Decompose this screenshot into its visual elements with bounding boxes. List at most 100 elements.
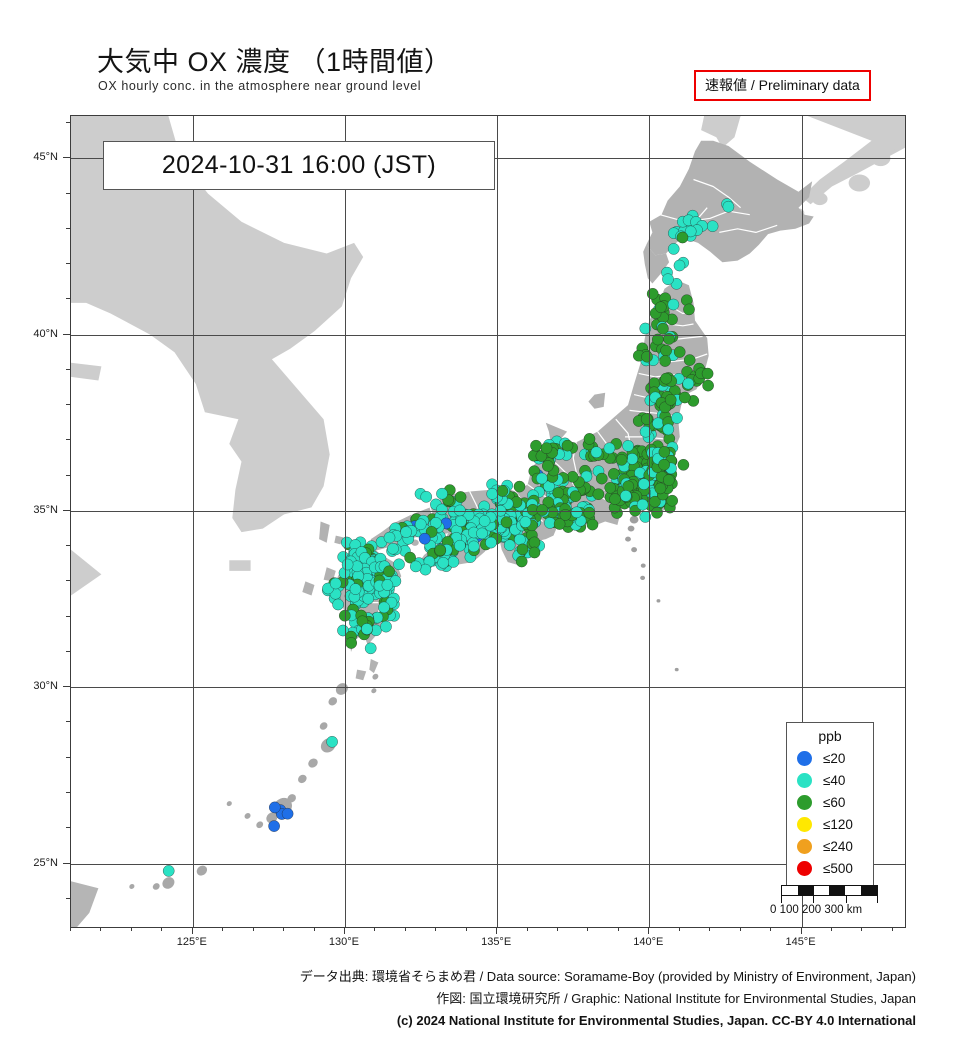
station-marker[interactable] (281, 807, 294, 820)
station-marker[interactable] (332, 598, 344, 611)
station-marker[interactable] (455, 515, 467, 527)
station-marker[interactable] (553, 518, 566, 530)
station-marker[interactable] (361, 623, 373, 635)
station-marker[interactable] (447, 556, 460, 568)
station-marker[interactable] (345, 637, 357, 649)
station-marker[interactable] (414, 518, 427, 531)
station-marker[interactable] (679, 391, 691, 404)
station-marker[interactable] (673, 259, 686, 272)
station-marker[interactable] (566, 471, 579, 483)
station-marker[interactable] (659, 355, 671, 367)
station-marker[interactable] (530, 439, 542, 452)
station-marker[interactable] (657, 322, 669, 335)
station-marker[interactable] (702, 379, 714, 392)
station-marker[interactable] (383, 565, 395, 578)
station-marker[interactable] (528, 546, 541, 559)
station-marker[interactable] (684, 225, 697, 238)
station-marker[interactable] (329, 577, 342, 590)
station-marker[interactable] (658, 458, 670, 471)
station-marker[interactable] (671, 412, 683, 424)
station-marker[interactable] (667, 298, 680, 311)
station-marker[interactable] (540, 442, 553, 454)
station-marker[interactable] (663, 474, 675, 486)
station-marker[interactable] (454, 539, 466, 552)
station-marker[interactable] (436, 487, 448, 500)
station-marker[interactable] (609, 493, 621, 505)
station-marker[interactable] (542, 496, 555, 509)
station-marker[interactable] (652, 417, 664, 430)
station-marker[interactable] (620, 490, 632, 502)
station-marker[interactable] (639, 425, 652, 438)
station-marker[interactable] (454, 491, 467, 503)
station-marker[interactable] (364, 642, 377, 655)
station-marker[interactable] (420, 491, 432, 503)
station-marker[interactable] (592, 488, 605, 500)
station-marker[interactable] (662, 423, 675, 436)
station-marker[interactable] (486, 488, 498, 500)
station-marker[interactable] (387, 542, 399, 555)
station-marker[interactable] (559, 509, 572, 521)
station-marker[interactable] (528, 536, 541, 549)
station-marker[interactable] (638, 478, 650, 490)
station-marker[interactable] (162, 865, 175, 877)
station-marker[interactable] (478, 515, 491, 527)
station-marker[interactable] (418, 532, 431, 545)
station-marker[interactable] (268, 820, 280, 832)
station-marker[interactable] (496, 485, 509, 497)
station-marker[interactable] (434, 544, 447, 557)
station-marker[interactable] (519, 516, 532, 528)
station-marker[interactable] (378, 601, 390, 614)
station-marker[interactable] (586, 518, 599, 531)
station-marker[interactable] (654, 482, 667, 495)
station-marker[interactable] (683, 354, 696, 366)
station-marker[interactable] (485, 536, 497, 549)
station-marker[interactable] (542, 460, 554, 472)
station-marker[interactable] (583, 433, 596, 445)
station-marker[interactable] (651, 507, 663, 519)
station-marker[interactable] (626, 453, 638, 465)
station-marker[interactable] (667, 243, 680, 255)
station-marker[interactable] (341, 558, 354, 571)
station-marker[interactable] (544, 517, 556, 529)
station-marker[interactable] (514, 533, 526, 546)
station-marker[interactable] (552, 487, 564, 499)
station-marker[interactable] (636, 498, 649, 511)
station-marker[interactable] (640, 413, 653, 425)
map-plot-area[interactable] (70, 115, 906, 928)
station-marker[interactable] (404, 551, 416, 564)
station-marker[interactable] (326, 736, 338, 748)
station-marker[interactable] (722, 200, 735, 213)
station-marker[interactable] (583, 506, 596, 519)
station-marker[interactable] (513, 480, 526, 493)
station-marker[interactable] (641, 350, 653, 363)
station-marker[interactable] (604, 482, 616, 494)
station-marker[interactable] (436, 503, 448, 516)
station-marker[interactable] (516, 543, 529, 556)
station-marker[interactable] (410, 560, 422, 573)
station-marker[interactable] (603, 442, 616, 455)
station-marker[interactable] (652, 333, 664, 346)
station-marker[interactable] (536, 472, 548, 485)
station-marker[interactable] (664, 394, 677, 406)
station-marker[interactable] (381, 579, 394, 591)
station-marker[interactable] (570, 506, 583, 519)
station-marker[interactable] (655, 301, 667, 313)
station-marker[interactable] (677, 459, 690, 471)
station-marker[interactable] (569, 490, 582, 502)
station-marker[interactable] (666, 494, 678, 507)
station-marker[interactable] (362, 592, 374, 605)
station-marker[interactable] (269, 801, 281, 814)
station-marker[interactable] (608, 468, 620, 480)
station-marker[interactable] (706, 220, 719, 232)
station-marker[interactable] (660, 372, 672, 385)
station-marker[interactable] (536, 504, 548, 516)
station-marker[interactable] (662, 273, 674, 285)
station-marker[interactable] (561, 439, 574, 452)
station-marker[interactable] (500, 516, 513, 528)
station-marker[interactable] (682, 377, 695, 390)
station-marker[interactable] (437, 557, 449, 569)
station-marker[interactable] (639, 322, 652, 335)
station-marker[interactable] (476, 527, 488, 540)
station-marker[interactable] (515, 555, 528, 568)
station-marker[interactable] (590, 446, 603, 458)
